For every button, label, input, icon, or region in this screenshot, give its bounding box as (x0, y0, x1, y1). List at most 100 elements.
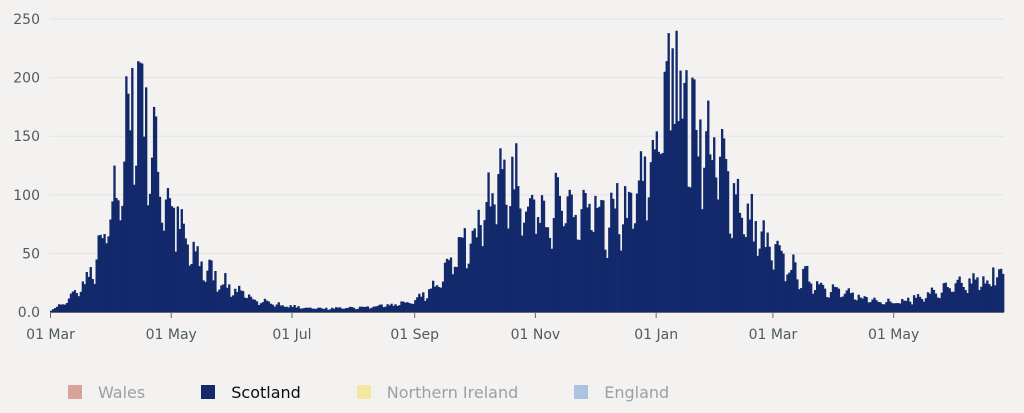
bar (208, 259, 211, 312)
bar (301, 308, 304, 312)
bar (133, 184, 136, 312)
bar (681, 118, 684, 312)
bar (210, 260, 213, 312)
bar (501, 169, 504, 312)
bar (255, 301, 259, 312)
bar (798, 289, 801, 312)
bar (926, 292, 930, 312)
bar (123, 161, 126, 312)
bar (645, 220, 649, 312)
bar (948, 288, 951, 312)
bar (899, 303, 902, 312)
bar (962, 287, 965, 312)
legend-item-northern-ireland[interactable]: Northern Ireland (356, 382, 519, 402)
bar (382, 307, 385, 312)
bar (914, 297, 918, 312)
bar (263, 298, 267, 312)
bar (608, 227, 611, 312)
bar (432, 280, 435, 312)
y-tick-label: 0.0 (18, 305, 40, 321)
bar (742, 234, 746, 312)
bar (424, 300, 427, 312)
bar (77, 296, 81, 312)
bar (724, 158, 728, 312)
bar (202, 280, 205, 312)
bar (236, 292, 239, 312)
bar (970, 283, 973, 312)
y-tick-label: 200 (13, 71, 40, 87)
bar (924, 298, 928, 312)
bar (61, 304, 65, 312)
bar (833, 286, 837, 312)
bar (849, 293, 852, 312)
gridlines (50, 18, 1004, 254)
bar (936, 297, 940, 312)
bar (845, 290, 848, 312)
bar (974, 279, 977, 312)
bar (582, 189, 585, 312)
bar (578, 239, 581, 312)
bar (790, 269, 793, 312)
bar (546, 227, 550, 312)
bar (420, 296, 423, 312)
bar (994, 285, 997, 312)
bar (206, 270, 209, 312)
bar (738, 212, 742, 312)
bar (186, 244, 189, 312)
bar (968, 278, 971, 312)
bar (232, 295, 235, 312)
bar (661, 152, 664, 312)
bar (776, 240, 779, 312)
bar (129, 130, 132, 312)
bar (887, 298, 890, 312)
bar (493, 204, 496, 312)
bar (794, 262, 797, 312)
bar (701, 209, 704, 312)
bar (916, 294, 920, 312)
bar (271, 304, 275, 312)
bar (489, 206, 492, 312)
bar (851, 292, 854, 312)
bar (950, 291, 953, 312)
bar (156, 171, 160, 312)
legend-item-wales[interactable]: Wales (68, 383, 145, 402)
bar (69, 293, 73, 312)
bar (73, 290, 77, 312)
bar (336, 307, 340, 312)
bar (273, 306, 276, 312)
bar (920, 298, 924, 312)
bar (966, 292, 969, 312)
bar (75, 293, 79, 312)
bar (162, 230, 166, 312)
bar (455, 266, 459, 312)
bar (168, 198, 172, 312)
bar (930, 287, 934, 312)
bar (400, 301, 403, 312)
bar (766, 232, 769, 312)
bar (257, 305, 261, 312)
bar (422, 292, 425, 312)
bar (323, 308, 326, 312)
bar (238, 285, 241, 312)
bar (527, 206, 530, 312)
bar (321, 308, 324, 312)
legend-label-northern-ireland: Northern Ireland (386, 382, 519, 402)
bar (881, 304, 884, 312)
x-tick-label: 01 Jan (634, 327, 678, 343)
bar (303, 307, 306, 312)
bar (697, 156, 700, 312)
bar (111, 201, 114, 312)
bar (107, 236, 110, 312)
legend-item-scotland[interactable]: Scotland (201, 383, 301, 402)
bar (980, 286, 983, 312)
y-axis: 0.0 50 100 150 200 250 (13, 12, 40, 321)
bar (610, 192, 613, 312)
bar (523, 222, 526, 312)
bar (715, 177, 718, 312)
legend-item-england[interactable]: England (574, 383, 669, 402)
bar (548, 237, 552, 312)
x-tick-label: 01 May (868, 327, 919, 343)
bar (637, 180, 641, 312)
bar (344, 308, 348, 312)
bar (705, 131, 708, 312)
